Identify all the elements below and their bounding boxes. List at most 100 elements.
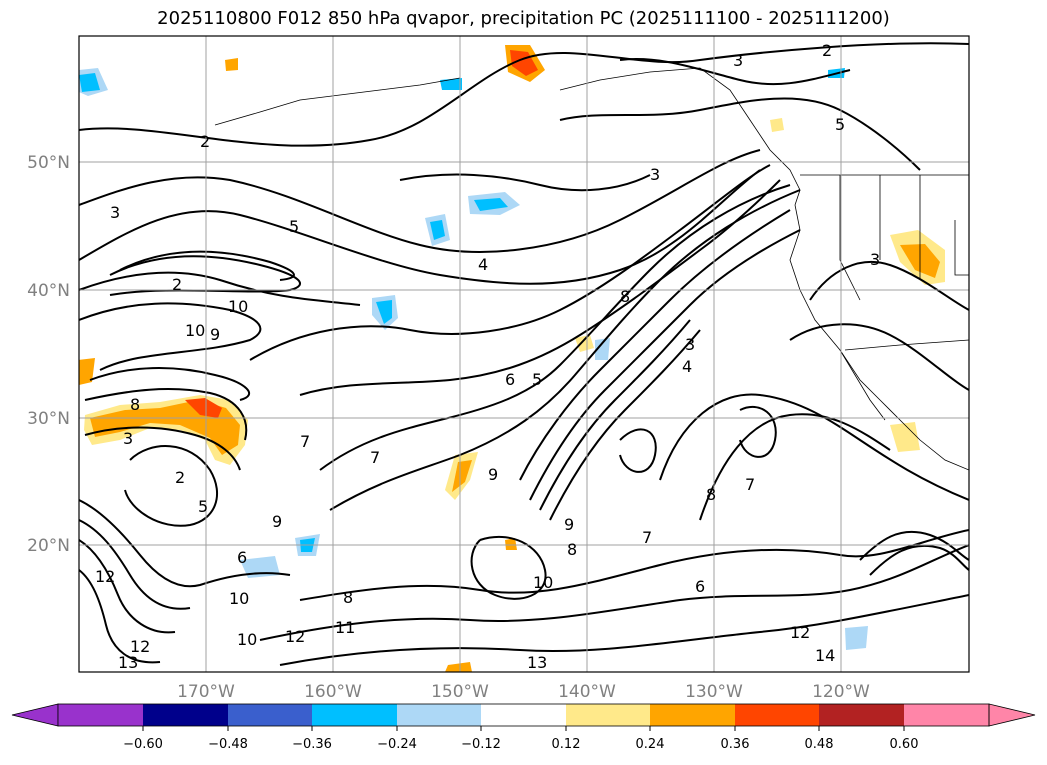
contour-line <box>739 405 777 458</box>
contour-line <box>809 260 969 311</box>
contour-label: 3 <box>110 203 120 222</box>
lon-label-170w: 170°W <box>177 682 235 702</box>
contour-label: 3 <box>123 429 133 448</box>
colorbar-extend-high <box>988 703 1036 727</box>
shade-negative <box>845 626 868 650</box>
contour-line <box>549 329 701 521</box>
contour-label: 14 <box>815 646 835 665</box>
longitude-labels: 170°W 160°W 150°W 140°W 130°W 120°W <box>177 682 870 702</box>
contour-line <box>539 319 691 511</box>
colorbar-segment <box>481 704 566 726</box>
contour-line <box>79 569 161 664</box>
latitude-labels: 50°N 40°N 30°N 20°N <box>27 153 70 556</box>
contour-line <box>84 426 241 471</box>
contour-label: 7 <box>642 528 652 547</box>
contour-label: 9 <box>564 515 574 534</box>
shade-negative <box>474 198 508 211</box>
aleutian-coast <box>214 77 461 126</box>
precipitation-shading <box>79 45 945 672</box>
contour-label: 7 <box>300 432 310 451</box>
contour-label: 2 <box>822 41 832 60</box>
contour-labels: 2 2 2 2 3 3 3 3 3 3 4 4 5 5 5 5 6 6 6 7 <box>95 41 880 672</box>
shade-positive <box>890 422 920 452</box>
contour-label: 10 <box>228 297 248 316</box>
lat-label-20: 20°N <box>27 536 70 556</box>
contour-line <box>319 184 791 471</box>
colorbar-tick-label: −0.36 <box>292 737 332 752</box>
contour-label: 8 <box>343 588 353 607</box>
lat-label-50: 50°N <box>27 153 70 173</box>
contour-label: 5 <box>835 115 845 134</box>
contour-label: 3 <box>650 165 660 184</box>
contour-line <box>79 499 291 588</box>
contour-line <box>249 164 771 361</box>
contour-line <box>79 539 176 634</box>
colorbar-tick-label: −0.48 <box>208 737 248 752</box>
colorbar-segment <box>650 704 735 726</box>
contour-label: 8 <box>567 540 577 559</box>
contour-label: 10 <box>533 573 553 592</box>
contour-label: 7 <box>370 448 380 467</box>
lon-label-120w: 120°W <box>812 682 870 702</box>
contour-line <box>79 302 262 371</box>
colorbar-tick-label: 0.48 <box>805 737 834 752</box>
contour-label: 11 <box>335 618 355 637</box>
contour-label: 5 <box>289 217 299 236</box>
shade-positive <box>445 662 472 672</box>
colorbar-tick-label: −0.60 <box>123 737 163 752</box>
contour-line <box>559 97 921 171</box>
shade-positive <box>770 118 784 132</box>
colorbar-tick-label: 0.12 <box>552 737 581 752</box>
map-panel: 2 2 2 2 3 3 3 3 3 3 4 4 5 5 5 5 6 6 6 7 <box>78 35 970 673</box>
shade-negative <box>440 78 462 90</box>
shade-positive <box>452 460 472 492</box>
colorbar-segment <box>397 704 481 726</box>
shade-negative <box>376 300 392 324</box>
contour-label: 6 <box>695 577 705 596</box>
contour-label: 9 <box>272 512 282 531</box>
contour-label: 5 <box>532 370 542 389</box>
contour-label: 10 <box>185 321 205 340</box>
contour-line <box>659 393 969 501</box>
contour-label: 9 <box>210 325 220 344</box>
colorbar-segment <box>312 704 397 726</box>
shade-negative <box>430 220 445 240</box>
contour-label: 6 <box>505 370 515 389</box>
contour-label: 13 <box>118 653 138 672</box>
contour-line <box>789 323 969 391</box>
contour-label: 12 <box>130 637 150 656</box>
contour-label: 8 <box>130 395 140 414</box>
alaska-coast <box>559 67 801 206</box>
contour-line <box>529 229 801 501</box>
contour-label: 2 <box>175 468 185 487</box>
shade-positive <box>575 335 594 352</box>
contour-label: 12 <box>285 627 305 646</box>
contour-line <box>259 544 969 641</box>
contour-line <box>299 529 969 601</box>
contour-label: 3 <box>870 250 880 269</box>
colorbar-tick-label: 0.60 <box>890 737 919 752</box>
colorbar-ticks <box>142 726 905 731</box>
contour-line <box>89 367 251 401</box>
colorbar-segment <box>228 704 312 726</box>
contour-label: 8 <box>706 485 716 504</box>
lat-label-30: 30°N <box>27 409 70 429</box>
contour-label: 8 <box>620 287 630 306</box>
contour-line <box>869 544 969 576</box>
shade-negative <box>79 73 100 92</box>
contour-line <box>79 149 761 253</box>
lon-label-130w: 130°W <box>685 682 743 702</box>
contour-line <box>470 535 547 600</box>
colorbar-extend-low <box>11 703 59 727</box>
gridlines <box>79 36 969 672</box>
colorbar-segment <box>819 704 904 726</box>
contour-label: 10 <box>229 589 249 608</box>
contour-line <box>619 58 851 86</box>
colorbar-tick-label: −0.24 <box>377 737 417 752</box>
contour-line <box>859 530 969 561</box>
contour-line <box>699 413 891 521</box>
shade-positive <box>185 398 222 418</box>
lat-label-40: 40°N <box>27 281 70 301</box>
contour-label: 5 <box>198 497 208 516</box>
